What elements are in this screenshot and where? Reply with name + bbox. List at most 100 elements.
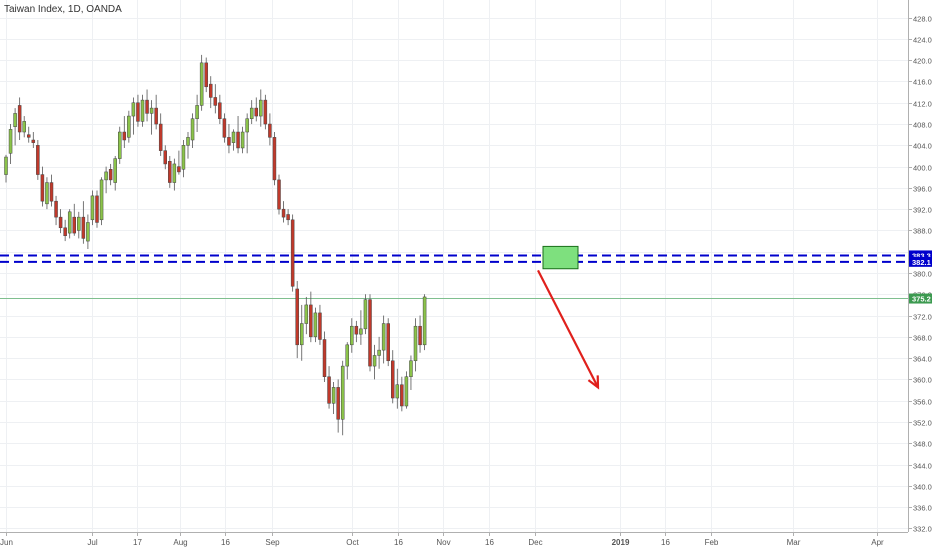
x-tick-label: Feb [705, 538, 719, 547]
candle [149, 100, 154, 135]
candle [368, 294, 372, 372]
candle [172, 158, 177, 191]
candle-body [99, 179, 104, 221]
candle-body [313, 312, 318, 338]
candle-body [104, 171, 108, 181]
candle-body [140, 99, 145, 122]
candle [418, 315, 422, 353]
candle-body [154, 107, 158, 125]
level-tag-upper-label: 383.3 [912, 251, 931, 260]
candle [36, 140, 40, 180]
candle [336, 379, 340, 433]
candle [8, 124, 13, 164]
candle-body [17, 105, 22, 133]
candle-body [331, 387, 336, 404]
candle [190, 113, 195, 148]
candle-body [300, 323, 304, 346]
candle [249, 100, 254, 125]
candle-body [395, 384, 400, 399]
candle [104, 166, 108, 194]
candle [222, 113, 227, 143]
y-tick-label: 352.0 [913, 419, 932, 428]
candle [72, 203, 76, 236]
candle [290, 214, 295, 292]
candle [13, 108, 17, 146]
candle [113, 155, 117, 191]
candle-body [13, 113, 17, 127]
grid-lines [0, 0, 908, 532]
candle-body [95, 195, 99, 223]
y-tick-label: 344.0 [913, 462, 932, 471]
candle [422, 294, 427, 351]
candle [54, 195, 58, 226]
candle-body [209, 83, 213, 98]
candle-body [190, 118, 195, 141]
candle-body [263, 99, 268, 125]
candle [372, 344, 377, 380]
candle [204, 57, 208, 93]
candle-body [418, 325, 422, 346]
candle [17, 97, 22, 140]
candle [67, 209, 72, 239]
candle-body [409, 360, 413, 377]
candle [154, 94, 158, 130]
candle-body [72, 216, 76, 234]
y-tick-label: 332.0 [913, 525, 932, 534]
current-price-tag-label: 375.2 [912, 295, 931, 304]
candle-body [354, 325, 359, 335]
candle-body [118, 131, 122, 159]
candle [254, 97, 258, 122]
annotations [537, 245, 600, 390]
candle [177, 150, 181, 175]
candle-body [309, 304, 313, 338]
candle [209, 76, 213, 109]
x-tick-label: 16 [394, 538, 403, 547]
candle [181, 140, 186, 178]
candle [400, 376, 404, 412]
candle-body [204, 62, 208, 88]
candle-body [127, 115, 131, 138]
candle [45, 177, 49, 210]
y-tick-label: 420.0 [913, 57, 932, 66]
level-tag-lower-label: 382.1 [912, 258, 931, 267]
candle [381, 315, 386, 364]
candle [350, 318, 354, 353]
candle [122, 116, 127, 148]
candle-body [290, 219, 295, 287]
candle [90, 190, 95, 226]
y-tick-label: 400.0 [913, 164, 932, 173]
candle-body [295, 288, 299, 346]
y-tick-label: 340.0 [913, 483, 932, 492]
level-tag-lower: 382.1 [909, 256, 932, 267]
candle-body [327, 376, 331, 404]
candle-body [58, 216, 63, 229]
candle-body [236, 131, 240, 149]
candle [63, 219, 67, 242]
y-tick-label: 416.0 [913, 78, 932, 87]
candle [199, 54, 204, 111]
x-tick-label: 2019 [612, 538, 630, 547]
candle [195, 94, 199, 133]
candle [322, 331, 327, 383]
candle-body [90, 195, 95, 221]
candle-body [222, 118, 227, 138]
candle-body [259, 99, 263, 117]
candle [140, 94, 145, 127]
y-tick-label: 396.0 [913, 185, 932, 194]
candle [77, 211, 81, 239]
candle [40, 166, 45, 207]
candle-body [286, 214, 290, 221]
candle-body [122, 131, 127, 141]
candle-body [245, 118, 249, 133]
y-tick-label: 356.0 [913, 398, 932, 407]
candle [272, 132, 277, 186]
x-tick-label: Oct [346, 538, 359, 547]
candle [22, 116, 26, 138]
candle-body [227, 137, 231, 146]
zone-box [542, 245, 579, 270]
candle-body [81, 216, 86, 239]
candle-body [149, 107, 154, 114]
candle [391, 350, 395, 404]
candle [404, 371, 409, 409]
candle-body [340, 365, 345, 420]
